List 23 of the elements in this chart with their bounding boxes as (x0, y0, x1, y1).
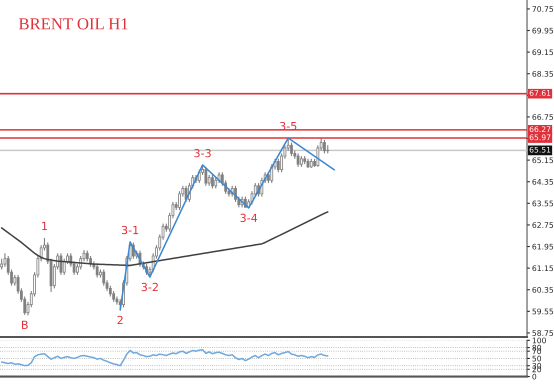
annotation: 3-3 (194, 148, 211, 158)
text: BRENT OIL H1 (18, 18, 128, 30)
annotation: 3-1 (122, 226, 138, 234)
candlestick (323, 139, 326, 154)
candlestick (300, 156, 303, 168)
candlestick (326, 144, 330, 154)
candlestick (296, 152, 300, 168)
candlestick (204, 166, 208, 186)
line-series (0, 348, 329, 366)
annotation: B (22, 320, 28, 329)
candlestick (211, 174, 214, 190)
annotation: 3-2 (142, 282, 158, 292)
candlestick (276, 158, 280, 173)
candlestick (310, 158, 313, 169)
candlestick (60, 252, 62, 276)
annotation: 3-4 (240, 214, 258, 222)
candlestick (306, 158, 310, 169)
annotation: 1 (42, 222, 47, 230)
line-series (119, 137, 336, 311)
candlestick (96, 264, 99, 278)
candlestick (290, 142, 293, 157)
annotation: 2 (118, 316, 123, 324)
candlestick (184, 185, 188, 203)
